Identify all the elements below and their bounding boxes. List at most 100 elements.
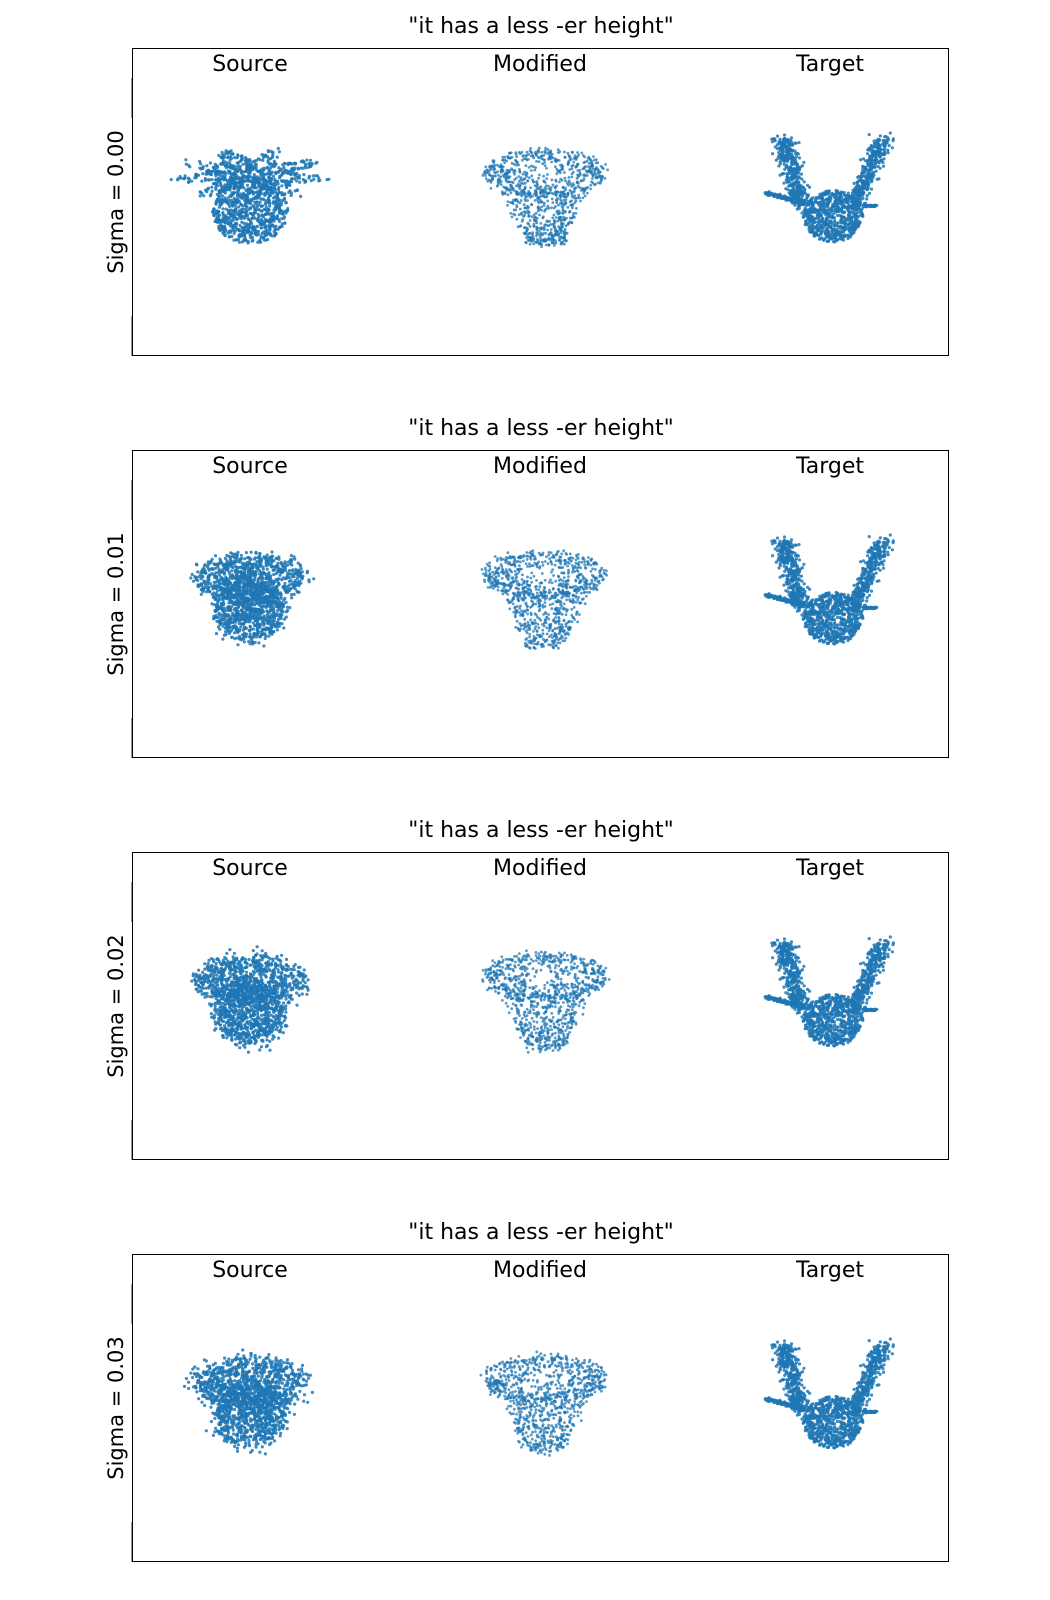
scatter-point (287, 576, 291, 580)
scatter-point (238, 224, 242, 228)
scatter-point (527, 222, 530, 226)
scatter-point (870, 162, 874, 166)
scatter-point (499, 180, 503, 183)
source-points (189, 550, 316, 648)
scatter-point (506, 180, 509, 184)
scatter-point (271, 174, 276, 178)
scatter-point (293, 177, 297, 181)
scatter-point (819, 224, 823, 228)
scatter-point (305, 158, 309, 162)
scatter-point (534, 193, 538, 197)
scatter-point (198, 194, 202, 198)
scatter-point (812, 230, 816, 235)
scatter-point (520, 189, 524, 192)
scatter-point (232, 164, 237, 168)
scatter-point (542, 189, 546, 192)
scatter-point (866, 179, 870, 183)
scatter-point (556, 148, 560, 151)
scatter-point (274, 224, 278, 228)
scatter-point (792, 198, 796, 202)
scatter-point (228, 224, 232, 228)
scatter-point (279, 167, 283, 171)
scatter-point (505, 173, 509, 177)
scatter-point (547, 184, 550, 188)
scatter-point (828, 197, 832, 201)
scatter-point (560, 178, 564, 182)
scatter-point (525, 150, 529, 154)
scatter-point (790, 175, 794, 179)
scatter-point (795, 207, 799, 211)
scatter-point (290, 180, 294, 184)
scatter-point (214, 182, 218, 186)
scatter-point (869, 203, 873, 207)
scatter-point (822, 201, 826, 205)
scatter-point (830, 236, 834, 241)
left-spine-tick-bottom (131, 718, 132, 758)
scatter-point (213, 566, 218, 570)
scatter-point (854, 196, 858, 200)
scatter-point (512, 208, 516, 212)
scatter-point (266, 159, 270, 163)
scatter-point (529, 147, 533, 150)
scatter-point (890, 146, 894, 150)
scatter-point (512, 212, 515, 216)
scatter-point (276, 179, 280, 184)
scatter-point (791, 143, 795, 147)
scatter-point (846, 236, 850, 241)
scatter-point (265, 567, 269, 571)
scatter-point (519, 224, 523, 228)
scatter-point (513, 172, 516, 176)
scatter-point (785, 148, 789, 152)
scatter-point (219, 190, 223, 194)
scatter-point (257, 184, 261, 188)
scatter-point (563, 171, 566, 174)
scatter-point (534, 166, 537, 169)
scatter-point (543, 195, 547, 199)
scatter-point (520, 212, 523, 216)
scatter-point (820, 230, 824, 234)
scatter-point (255, 628, 259, 632)
scatter-point (262, 185, 266, 189)
scatter-point (830, 191, 834, 196)
scatter-point (289, 554, 293, 558)
scatter-point (241, 194, 245, 198)
scatter-point (249, 169, 253, 173)
scatter-point (223, 608, 228, 613)
scatter-point (595, 176, 599, 180)
scatter-point (277, 190, 281, 194)
scatter-point (857, 196, 861, 200)
scatter-point (253, 640, 257, 645)
scatter-point (261, 155, 266, 160)
scatter-point (229, 229, 233, 233)
scatter-point (846, 227, 850, 231)
scatter-point (777, 151, 781, 155)
scatter-point (228, 235, 232, 239)
scatter-point (535, 231, 539, 234)
scatter-point (546, 173, 549, 176)
scatter-point (254, 550, 258, 554)
scatter-point (854, 216, 858, 220)
scatter-point (527, 166, 531, 169)
scatter-point (814, 199, 818, 203)
scatter-point (245, 183, 250, 187)
scatter-point (867, 191, 872, 195)
scatter-point (521, 158, 524, 162)
scatter-point (226, 231, 230, 235)
scatter-point (542, 174, 545, 178)
scatter-point (877, 154, 881, 158)
scatter-point (803, 206, 807, 210)
scatter-point (522, 177, 526, 181)
scatter-point (265, 228, 269, 232)
scatter-point (552, 222, 556, 225)
scatter-point (264, 238, 268, 242)
scatter-point (261, 158, 265, 162)
scatter-point (859, 208, 863, 212)
scatter-point (572, 160, 576, 164)
target-points (763, 131, 895, 244)
scatter-point (532, 242, 536, 246)
scatter-point (793, 157, 797, 161)
scatter-point (865, 177, 869, 181)
scatter-point (315, 160, 319, 164)
scatter-point (828, 211, 832, 216)
scatter-point (883, 143, 887, 147)
